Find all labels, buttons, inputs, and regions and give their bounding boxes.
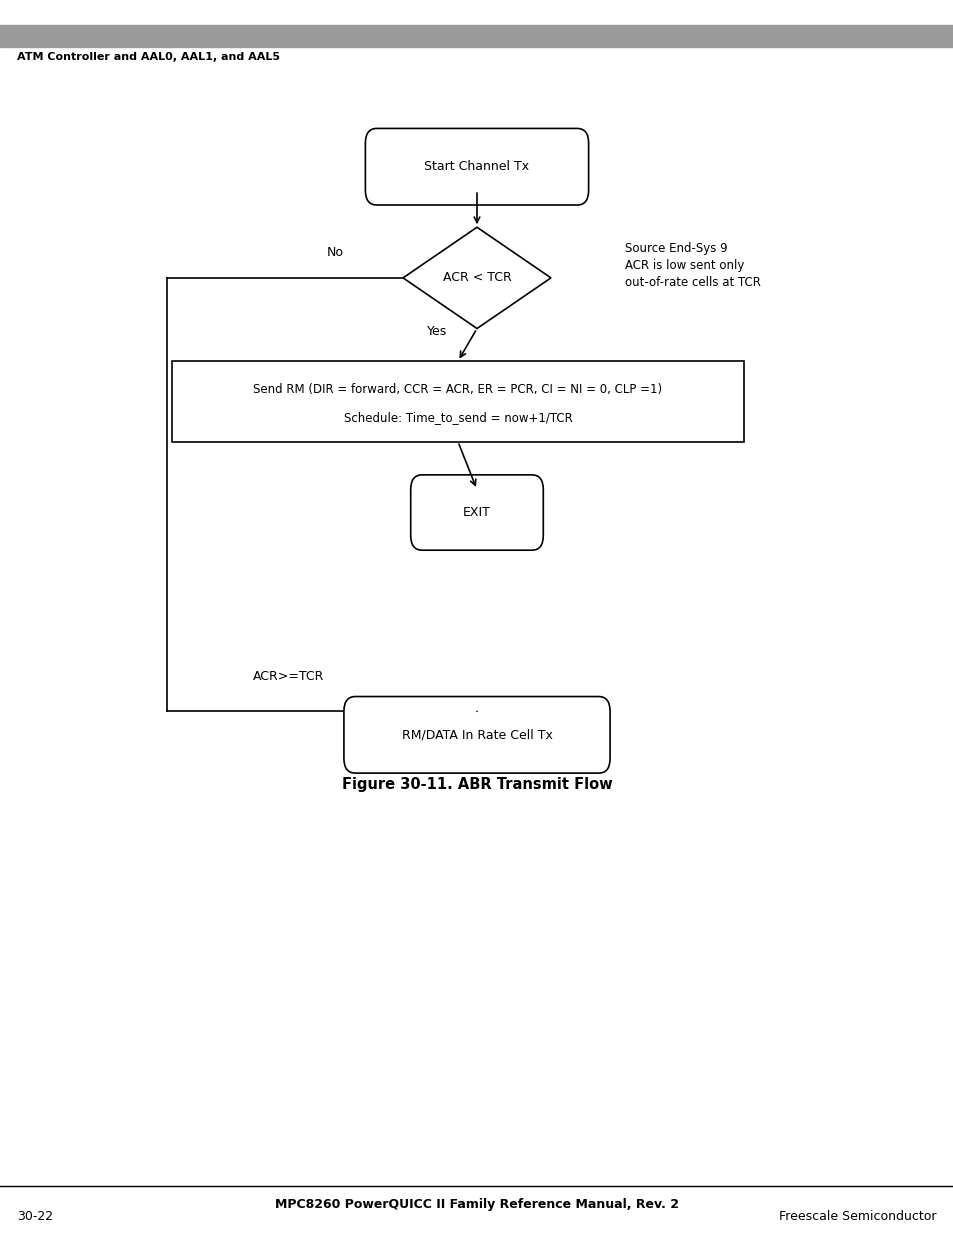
Text: Send RM (DIR = forward, CCR = ACR, ER = PCR, CI = NI = 0, CLP =1): Send RM (DIR = forward, CCR = ACR, ER = … xyxy=(253,383,661,395)
FancyBboxPatch shape xyxy=(365,128,588,205)
Text: Start Channel Tx: Start Channel Tx xyxy=(424,161,529,173)
Text: No: No xyxy=(326,246,343,259)
Text: RM/DATA In Rate Cell Tx: RM/DATA In Rate Cell Tx xyxy=(401,729,552,741)
Text: ACR < TCR: ACR < TCR xyxy=(442,272,511,284)
Text: ACR>=TCR: ACR>=TCR xyxy=(253,669,324,683)
Text: Yes: Yes xyxy=(427,325,447,338)
Text: Source End-Sys 9
ACR is low sent only
out-of-rate cells at TCR: Source End-Sys 9 ACR is low sent only ou… xyxy=(624,242,760,289)
Bar xyxy=(0,25,953,47)
Text: 30-22: 30-22 xyxy=(17,1210,53,1223)
Bar xyxy=(172,361,743,441)
Polygon shape xyxy=(402,227,551,329)
Text: ATM Controller and AAL0, AAL1, and AAL5: ATM Controller and AAL0, AAL1, and AAL5 xyxy=(17,52,280,62)
FancyBboxPatch shape xyxy=(410,475,543,551)
FancyBboxPatch shape xyxy=(343,697,609,773)
Text: MPC8260 PowerQUICC II Family Reference Manual, Rev. 2: MPC8260 PowerQUICC II Family Reference M… xyxy=(274,1198,679,1210)
Text: Freescale Semiconductor: Freescale Semiconductor xyxy=(779,1210,936,1223)
Text: Schedule: Time_to_send = now+1/TCR: Schedule: Time_to_send = now+1/TCR xyxy=(343,411,572,424)
Text: EXIT: EXIT xyxy=(462,506,491,519)
Text: Figure 30-11. ABR Transmit Flow: Figure 30-11. ABR Transmit Flow xyxy=(341,777,612,792)
